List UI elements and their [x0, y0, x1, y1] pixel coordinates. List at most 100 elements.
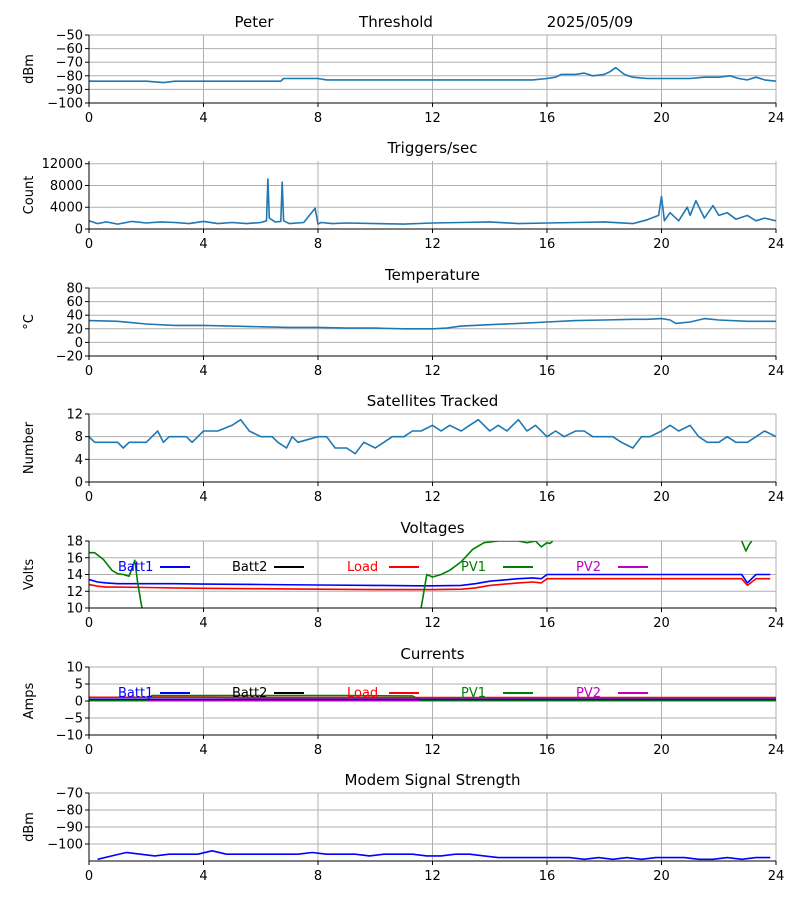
y-tick-label: 0: [75, 476, 83, 491]
series-line-load: [89, 577, 771, 591]
y-tick-label: 4: [75, 453, 83, 468]
x-tick-label: 16: [539, 237, 556, 252]
y-tick-label: −20: [56, 350, 83, 365]
legend-label-load: Load: [347, 560, 378, 575]
x-tick-label: 24: [768, 111, 785, 126]
x-tick-label: 16: [539, 869, 556, 884]
chart-title: Modem Signal Strength: [345, 771, 521, 789]
x-tick-label: 20: [653, 869, 670, 884]
x-tick-label: 24: [768, 237, 785, 252]
x-tick-label: 20: [653, 364, 670, 379]
x-tick-label: 0: [85, 869, 93, 884]
x-tick-label: 0: [85, 743, 93, 758]
y-tick-label: −60: [56, 42, 83, 57]
x-tick-label: 20: [653, 743, 670, 758]
y-tick-label: −90: [56, 821, 83, 836]
x-tick-label: 12: [424, 869, 441, 884]
x-tick-label: 16: [539, 490, 556, 505]
x-tick-label: 24: [768, 490, 785, 505]
y-tick-label: −10: [56, 729, 83, 744]
series-line-satellites: [89, 418, 776, 455]
y-axis-label: Volts: [22, 559, 37, 591]
chart-satellites: 0 4 8 12 16 20 24 0 4 8 12 Satellites Tracked Number: [22, 392, 784, 505]
header-date: 2025/05/09: [547, 13, 633, 31]
y-tick-label: 18: [66, 535, 83, 550]
y-tick-label: 8000: [50, 179, 83, 194]
y-tick-label: −50: [56, 29, 83, 44]
y-axis-label: °C: [22, 314, 37, 330]
series-group: [89, 178, 776, 225]
y-tick-label: 12: [66, 585, 83, 600]
y-tick-label: 12: [66, 408, 83, 423]
y-tick-label: 10: [66, 661, 83, 676]
legend-label-pv1: PV1: [461, 686, 486, 701]
y-tick-label: 80: [66, 282, 83, 297]
x-tick-label: 20: [653, 616, 670, 631]
y-axis-label: Count: [22, 176, 37, 215]
series-group: [89, 694, 776, 702]
legend-label-batt1: Batt1: [118, 686, 153, 701]
y-tick-label: −90: [56, 83, 83, 98]
legend-label-pv2: PV2: [576, 560, 601, 575]
legend-label-load: Load: [347, 686, 378, 701]
x-tick-label: 24: [768, 364, 785, 379]
y-tick-label: −100: [47, 838, 83, 853]
legend-label-batt2: Batt2: [232, 560, 267, 575]
series-line-modem: [97, 849, 771, 861]
header-label: Threshold: [358, 13, 433, 31]
y-tick-label: −100: [47, 97, 83, 112]
x-tick-label: 20: [653, 237, 670, 252]
y-tick-label: 4000: [50, 201, 83, 216]
y-tick-label: 5: [75, 678, 83, 693]
x-tick-label: 16: [539, 616, 556, 631]
x-tick-label: 8: [314, 490, 322, 505]
x-tick-label: 4: [199, 364, 207, 379]
header-name: Peter: [234, 13, 274, 31]
y-tick-label: 0: [75, 695, 83, 710]
y-tick-label: 40: [66, 309, 83, 324]
chart-title: Triggers/sec: [387, 139, 478, 157]
chart-title: Temperature: [384, 266, 480, 284]
legend-label-batt2: Batt2: [232, 686, 267, 701]
y-axis-label: Number: [22, 421, 37, 474]
x-tick-label: 8: [314, 111, 322, 126]
x-tick-label: 4: [199, 743, 207, 758]
series-line-threshold: [89, 66, 776, 84]
y-tick-label: −70: [56, 56, 83, 71]
x-tick-label: 16: [539, 111, 556, 126]
chart-modem: 0 4 8 12 16 20 24 −100 −90 −80 −70 Modem Signal Str…: [22, 771, 784, 884]
x-tick-label: 4: [199, 237, 207, 252]
x-tick-label: 16: [539, 364, 556, 379]
y-tick-label: 60: [66, 295, 83, 310]
x-tick-label: 16: [539, 743, 556, 758]
x-tick-label: 8: [314, 743, 322, 758]
x-tick-label: 0: [85, 237, 93, 252]
x-tick-label: 20: [653, 111, 670, 126]
chart-title: Satellites Tracked: [367, 392, 498, 410]
legend-label-pv2: PV2: [576, 686, 601, 701]
x-tick-label: 12: [424, 616, 441, 631]
x-tick-label: 4: [199, 111, 207, 126]
y-tick-label: 12000: [42, 157, 83, 172]
x-tick-label: 0: [85, 490, 93, 505]
chart-title: Currents: [400, 645, 464, 663]
chart-triggers: 0 4 8 12 16 20 24 0 4000 8000 12000 Triggers/sec Cou…: [22, 139, 784, 252]
y-tick-label: −70: [56, 787, 83, 802]
y-tick-label: 20: [66, 322, 83, 337]
series-line-pv1: [740, 541, 753, 552]
legend-label-batt1: Batt1: [118, 560, 153, 575]
series-group: [89, 418, 776, 455]
x-tick-label: 12: [424, 364, 441, 379]
x-tick-label: 12: [424, 490, 441, 505]
y-tick-label: −5: [64, 712, 83, 727]
x-tick-label: 12: [424, 111, 441, 126]
x-tick-label: 8: [314, 869, 322, 884]
chart-threshold: 0 4 8 12 16 20 24 −100−90−80−70−60−50 dBm: [22, 29, 784, 127]
y-tick-label: 0: [75, 223, 83, 238]
series-line-batt1: [89, 573, 771, 587]
x-tick-label: 20: [653, 490, 670, 505]
x-tick-label: 0: [85, 364, 93, 379]
y-tick-label: 16: [66, 551, 83, 566]
